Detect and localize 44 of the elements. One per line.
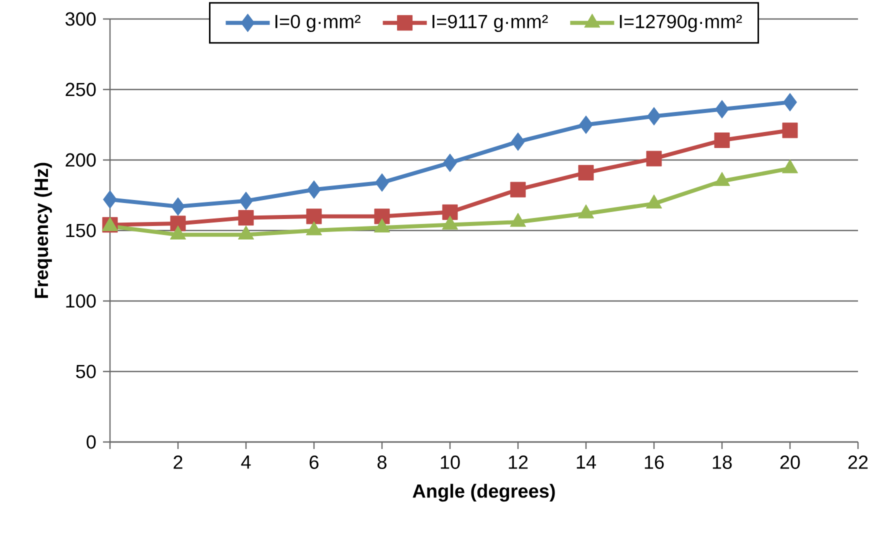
x-tick-label: 10 bbox=[440, 456, 460, 469]
point bbox=[306, 208, 322, 224]
point bbox=[238, 210, 254, 226]
x-tick-label: 16 bbox=[644, 456, 664, 469]
legend-label: I=12790g·mm² bbox=[620, 14, 742, 32]
point bbox=[578, 164, 594, 180]
point bbox=[307, 180, 321, 199]
point bbox=[103, 190, 117, 209]
x-axis-title: Angle (degrees) bbox=[412, 484, 555, 502]
y-tick-label: 50 bbox=[76, 364, 96, 378]
point bbox=[171, 197, 185, 216]
point bbox=[170, 216, 186, 232]
y-tick-label: 0 bbox=[86, 435, 96, 449]
legend-label: I=9117 g·mm² bbox=[432, 14, 548, 32]
x-tick-label: 8 bbox=[378, 456, 386, 469]
x-tick-label: 20 bbox=[780, 456, 800, 469]
point bbox=[375, 173, 390, 192]
y-axis-title: Frequency (Hz) bbox=[34, 162, 52, 298]
x-tick-label: 6 bbox=[310, 456, 318, 469]
x-tick-label: 22 bbox=[848, 456, 868, 469]
point bbox=[783, 92, 798, 112]
point bbox=[374, 208, 390, 224]
y-tick-label: 100 bbox=[66, 294, 96, 308]
point bbox=[510, 182, 526, 198]
point bbox=[782, 122, 798, 138]
point bbox=[714, 132, 730, 148]
point bbox=[511, 132, 526, 151]
point bbox=[443, 154, 458, 172]
y-tick-label: 300 bbox=[65, 12, 96, 26]
x-tick-label: 12 bbox=[508, 456, 528, 469]
y-tick-label: 150 bbox=[66, 224, 96, 238]
x-tick-label: 2 bbox=[174, 456, 182, 469]
point bbox=[239, 192, 253, 210]
legend-label: I=0 g·mm² bbox=[275, 14, 360, 32]
point bbox=[579, 115, 594, 134]
point bbox=[715, 100, 730, 118]
x-tick-label: 4 bbox=[241, 456, 251, 469]
point bbox=[646, 150, 662, 166]
y-tick-label: 200 bbox=[66, 153, 96, 167]
point bbox=[442, 204, 458, 220]
x-tick-label: 14 bbox=[576, 456, 596, 469]
x-tick-label: 18 bbox=[712, 456, 732, 469]
point bbox=[647, 107, 662, 126]
y-tick-label: 250 bbox=[66, 82, 96, 96]
